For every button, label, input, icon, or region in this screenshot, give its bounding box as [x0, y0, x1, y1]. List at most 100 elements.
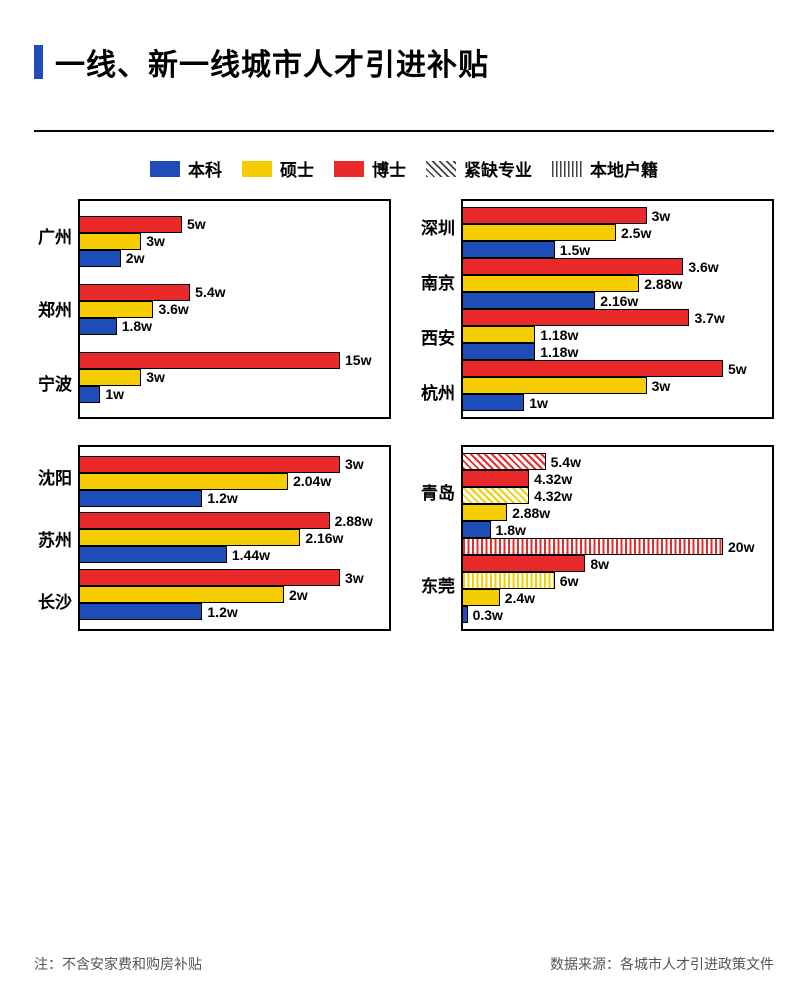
legend-label: 紧缺专业 — [464, 156, 532, 181]
city-bar-group: 15w3w1w — [80, 352, 389, 403]
city-bar-group: 20w8w6w2.4w0.3w — [463, 538, 772, 623]
chart-panel: 青岛东莞5.4w4.32w4.32w2.88w1.8w20w8w6w2.4w0.… — [417, 445, 774, 631]
city-label-column: 青岛东莞 — [417, 445, 461, 631]
bar — [463, 207, 647, 224]
value-label: 1.2w — [207, 490, 237, 506]
legend-item: 本地户籍 — [552, 156, 658, 181]
city-bar-group: 3w 2.04w 1.2w — [80, 456, 389, 507]
bar — [80, 546, 227, 563]
bar-row: 3w — [80, 369, 389, 386]
city-bar-group: 3.7w1.18w1.18w — [463, 309, 772, 360]
bar — [80, 529, 300, 546]
bar — [80, 586, 284, 603]
legend-swatch — [334, 161, 364, 177]
value-label: 3w — [345, 456, 364, 472]
city-label: 苏州 — [34, 513, 72, 564]
legend-label: 本地户籍 — [590, 156, 658, 181]
bar — [463, 258, 683, 275]
bar — [80, 301, 153, 318]
bar — [463, 292, 595, 309]
bar-row: 0.3w — [463, 606, 772, 623]
value-label: 15w — [345, 352, 371, 368]
bar-row: 2.16w — [80, 529, 389, 546]
title-accent — [34, 45, 43, 79]
bar-row: 3.7w — [463, 309, 772, 326]
value-label: 3w — [652, 208, 671, 224]
value-label: 2.16w — [600, 293, 638, 309]
value-label: 5.4w — [195, 284, 225, 300]
bar-row: 3w — [463, 377, 772, 394]
legend-item: 博士 — [334, 156, 406, 181]
city-label: 广州 — [34, 210, 72, 261]
bar-row: 3w — [80, 569, 389, 586]
bar — [80, 318, 117, 335]
value-label: 1w — [105, 386, 124, 402]
value-label: 1w — [529, 395, 548, 411]
value-label: 2.04w — [293, 473, 331, 489]
legend-label: 博士 — [372, 156, 406, 181]
value-label: 20w — [728, 539, 754, 555]
city-label: 东莞 — [417, 542, 455, 627]
legend-label: 硕士 — [280, 156, 314, 181]
legend-swatch — [242, 161, 272, 177]
bar-row: 3.6w — [80, 301, 389, 318]
title-row: 一线、新一线城市人才引进补贴 — [34, 40, 774, 84]
city-label-column: 沈阳苏州长沙 — [34, 445, 78, 631]
panel-box: 5.4w4.32w4.32w2.88w1.8w20w8w6w2.4w0.3w — [461, 445, 774, 631]
legend-item: 紧缺专业 — [426, 156, 532, 181]
value-label: 2w — [289, 587, 308, 603]
value-label: 2.4w — [505, 590, 535, 606]
city-bar-group: 5w3w1w — [463, 360, 772, 411]
bar — [80, 512, 330, 529]
bar-row: 3w — [80, 456, 389, 473]
chart-panel: 深圳南京西安杭州3w2.5w1.5w3.6w2.88w2.16w3.7w1.18… — [417, 199, 774, 419]
value-label: 2.5w — [621, 225, 651, 241]
bar — [463, 377, 647, 394]
page-title: 一线、新一线城市人才引进补贴 — [55, 40, 489, 84]
city-label-column: 广州郑州宁波 — [34, 199, 78, 419]
value-label: 4.32w — [534, 471, 572, 487]
bar — [463, 360, 723, 377]
city-label: 南京 — [417, 256, 455, 307]
value-label: 1.5w — [560, 242, 590, 258]
panel-box: 5w3w2w5.4w3.6w1.8w15w3w1w — [78, 199, 391, 419]
city-label-column: 深圳南京西安杭州 — [417, 199, 461, 419]
legend: 本科硕士博士紧缺专业本地户籍 — [34, 156, 774, 181]
bar-row: 1.2w — [80, 490, 389, 507]
legend-swatch — [150, 161, 180, 177]
bar-row: 1w — [80, 386, 389, 403]
bar — [463, 589, 500, 606]
value-label: 1.8w — [122, 318, 152, 334]
value-label: 2w — [126, 250, 145, 266]
legend-swatch — [426, 161, 456, 177]
value-label: 2.88w — [335, 513, 373, 529]
bar — [80, 473, 288, 490]
bar — [463, 521, 491, 538]
bar — [80, 284, 190, 301]
bar-row: 2.04w — [80, 473, 389, 490]
panel-box: 3w2.04w1.2w2.88w2.16w1.44w3w2w1.2w — [78, 445, 391, 631]
bar — [463, 309, 689, 326]
bar — [80, 386, 100, 403]
value-label: 4.32w — [534, 488, 572, 504]
value-label: 1.2w — [207, 604, 237, 620]
city-label: 宁波 — [34, 357, 72, 408]
bar — [463, 224, 616, 241]
bar — [463, 555, 585, 572]
bar-row: 5.4w — [463, 453, 772, 470]
value-label: 3.6w — [158, 301, 188, 317]
legend-swatch — [552, 161, 582, 177]
city-bar-group: 3w2.5w 1.5w — [463, 207, 772, 258]
bar-row: 1w — [463, 394, 772, 411]
bar-row: 1.2w — [80, 603, 389, 620]
bar — [80, 352, 340, 369]
bar — [80, 456, 340, 473]
value-label: 2.88w — [644, 276, 682, 292]
value-label: 3w — [652, 378, 671, 394]
value-label: 3.7w — [694, 310, 724, 326]
footnotes: 注：不含安家费和购房补贴 数据来源：各城市人才引进政策文件 — [34, 954, 774, 974]
value-label: 2.88w — [512, 505, 550, 521]
city-bar-group: 3w2w 1.2w — [80, 569, 389, 620]
value-label: 3w — [146, 233, 165, 249]
panel-box: 3w2.5w1.5w3.6w2.88w2.16w3.7w1.18w1.18w5w… — [461, 199, 774, 419]
